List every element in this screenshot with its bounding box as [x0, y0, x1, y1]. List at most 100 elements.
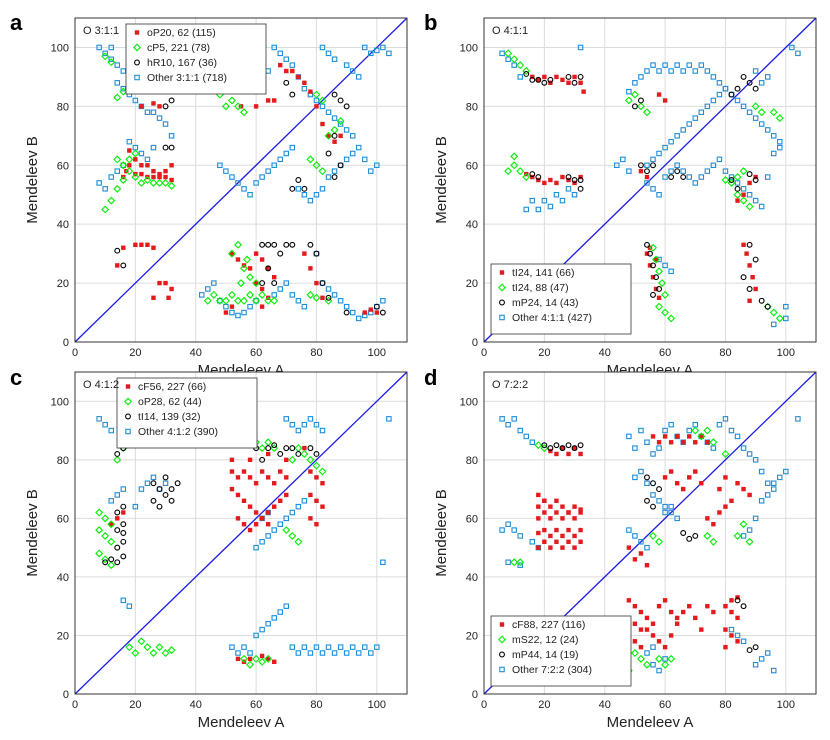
data-point	[632, 533, 638, 539]
data-point	[721, 449, 730, 458]
data-point	[125, 167, 134, 176]
data-point	[711, 522, 716, 527]
y-tick-label: 40	[57, 572, 69, 584]
data-point	[120, 538, 127, 545]
legend-entry: oP20, 62 (115)	[147, 27, 216, 39]
data-point	[632, 474, 638, 481]
data-point	[529, 439, 536, 446]
legend-entry: mP44, 14 (19)	[512, 649, 579, 661]
data-point	[296, 74, 301, 80]
data-point	[283, 416, 290, 422]
data-point	[131, 173, 140, 182]
data-point	[626, 433, 632, 440]
data-point	[253, 280, 259, 286]
data-point	[168, 497, 175, 504]
data-point	[656, 150, 662, 157]
data-point	[332, 139, 337, 144]
data-point	[746, 241, 753, 248]
data-point	[674, 621, 680, 626]
data-point	[253, 522, 259, 527]
data-point	[380, 298, 386, 304]
data-point	[156, 115, 163, 121]
data-point	[133, 157, 138, 162]
data-point	[241, 498, 247, 503]
legend-entry: mP24, 14 (43)	[512, 297, 579, 309]
data-point	[656, 639, 662, 644]
data-point	[529, 76, 536, 83]
data-point	[578, 451, 583, 457]
data-point	[740, 103, 747, 110]
data-point	[355, 144, 362, 151]
panel-title: O 7:2:2	[492, 379, 528, 391]
data-point	[295, 427, 302, 434]
y-tick-label: 40	[57, 219, 69, 231]
data-point	[349, 644, 356, 650]
data-point	[240, 296, 248, 305]
x-tick-label: 100	[777, 347, 795, 359]
data-point	[729, 633, 734, 638]
data-point	[168, 486, 175, 493]
data-point	[728, 177, 735, 183]
data-point	[331, 115, 338, 121]
data-point	[145, 163, 150, 168]
data-point	[325, 286, 332, 292]
data-point	[647, 263, 653, 268]
data-point	[132, 503, 139, 510]
data-point	[650, 480, 656, 487]
data-point	[302, 80, 307, 85]
x-tick-label: 20	[129, 699, 141, 711]
legend-box	[490, 263, 632, 335]
data-point	[692, 180, 699, 186]
legend-entry: Other 4:1:2 (390)	[138, 426, 218, 438]
data-point	[746, 647, 753, 654]
data-point	[253, 510, 259, 515]
data-point	[746, 527, 753, 533]
data-point	[209, 290, 218, 299]
data-point	[662, 475, 668, 480]
x-tick-label: 100	[368, 699, 386, 711]
data-point	[752, 177, 759, 183]
data-point	[113, 93, 122, 102]
data-point	[295, 298, 302, 304]
panel-title: O 4:1:1	[492, 25, 528, 37]
data-point	[265, 241, 272, 248]
data-point	[241, 469, 247, 474]
data-point	[139, 163, 144, 168]
data-point	[115, 516, 120, 521]
data-point	[650, 275, 656, 280]
legend-box	[490, 615, 632, 687]
data-point	[650, 156, 656, 163]
data-point	[656, 440, 662, 445]
data-point	[554, 498, 559, 503]
data-point	[775, 314, 784, 323]
data-point	[536, 516, 541, 521]
data-point	[746, 171, 753, 178]
data-point	[711, 609, 716, 615]
data-point	[529, 197, 536, 204]
data-point	[386, 416, 392, 422]
data-point	[566, 510, 571, 515]
data-point	[223, 310, 229, 315]
data-point	[560, 504, 565, 509]
data-point	[656, 667, 662, 674]
data-point	[235, 475, 241, 480]
data-point	[215, 296, 224, 305]
data-point	[337, 162, 344, 169]
data-point	[240, 654, 248, 663]
data-point	[650, 291, 656, 298]
data-point	[656, 486, 663, 493]
data-point	[752, 515, 759, 522]
data-point	[783, 303, 789, 310]
data-point	[241, 644, 247, 650]
data-point	[227, 96, 236, 105]
data-point	[734, 632, 741, 639]
x-axis-label: Mendeleev A	[607, 714, 694, 731]
data-point	[644, 615, 650, 621]
legend-entry: tI24, 88 (47)	[512, 282, 569, 294]
data-point	[247, 457, 253, 463]
data-point	[632, 603, 638, 609]
data-point	[662, 427, 668, 434]
data-point	[692, 532, 699, 539]
data-point	[229, 174, 235, 180]
data-point	[265, 656, 271, 662]
